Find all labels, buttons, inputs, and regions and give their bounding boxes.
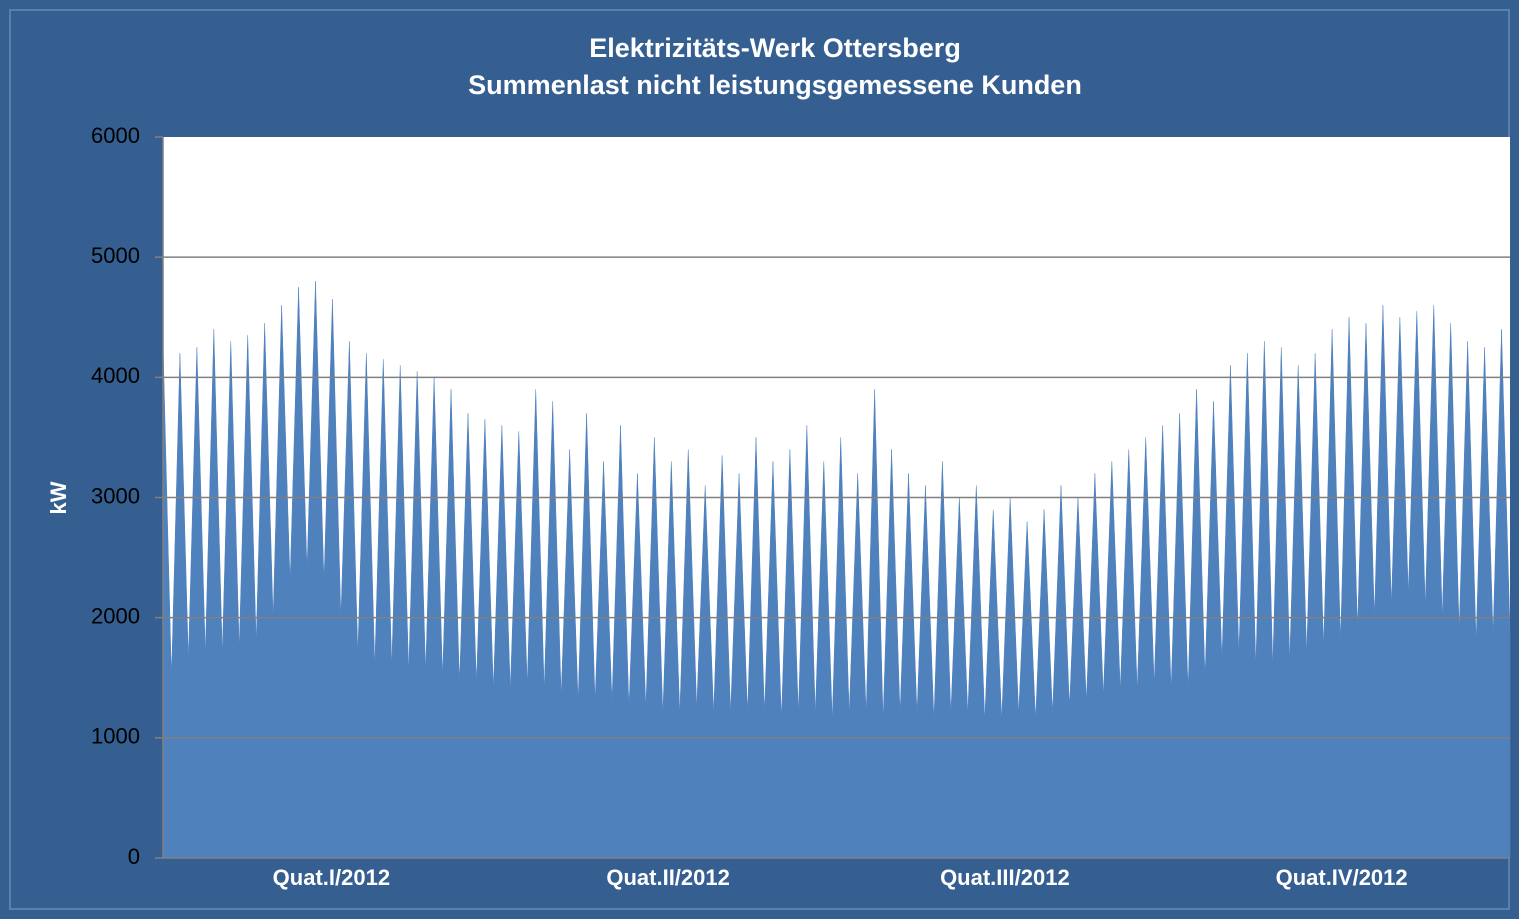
y-tick-label: 4000 — [91, 363, 140, 388]
x-tick-label: Quat.II/2012 — [606, 865, 730, 890]
x-tick-label: Quat.III/2012 — [940, 865, 1070, 890]
x-tick-label: Quat.I/2012 — [273, 865, 390, 890]
y-tick-label: 5000 — [91, 243, 140, 268]
y-tick-label: 0 — [128, 844, 140, 869]
y-tick-label: 2000 — [91, 603, 140, 628]
chart-subtitle: Summenlast nicht leistungsgemessene Kund… — [468, 70, 1082, 100]
area — [162, 281, 1511, 859]
y-axis-label: kW — [46, 481, 71, 514]
y-tick-label: 6000 — [91, 123, 140, 148]
y-tick-label: 3000 — [91, 483, 140, 508]
chart-title: Elektrizitäts-Werk Ottersberg — [589, 33, 961, 63]
y-tick-label: 1000 — [91, 724, 140, 749]
x-tick-label: Quat.IV/2012 — [1276, 865, 1408, 890]
